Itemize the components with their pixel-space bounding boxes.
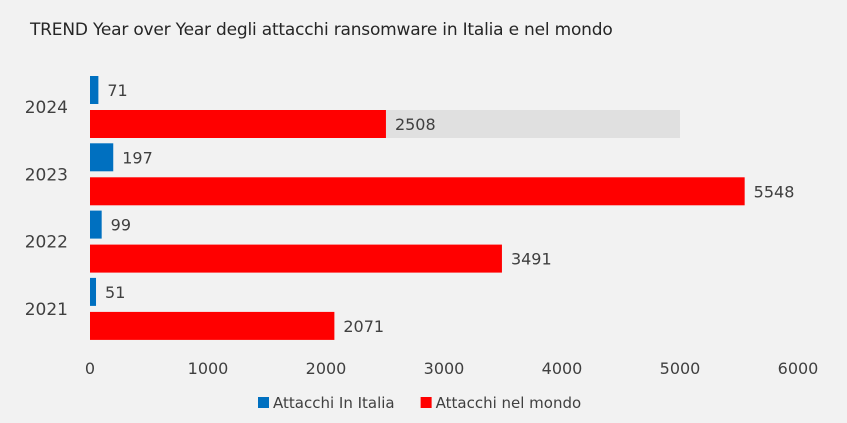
data-label-mondo-2024: 2508 — [395, 115, 436, 134]
category-label-2023: 2023 — [25, 165, 68, 185]
legend-label-italia: Attacchi In Italia — [273, 394, 395, 412]
bar-italia-2024 — [90, 76, 99, 104]
category-label-2021: 2021 — [25, 300, 68, 320]
x-tick-label-0: 0 — [85, 359, 95, 378]
data-label-mondo-2023: 5548 — [754, 182, 795, 201]
bar-italia-2023 — [90, 143, 114, 172]
data-label-mondo-2021: 2071 — [343, 317, 384, 336]
bar-mondo-2022 — [90, 244, 502, 273]
legend-swatch-italia — [258, 397, 269, 408]
bar-mondo-2023 — [90, 177, 745, 206]
data-label-italia-2021: 51 — [105, 283, 125, 302]
legend-label-mondo: Attacchi nel mondo — [436, 394, 582, 412]
x-tick-label-3000: 3000 — [424, 359, 465, 378]
x-tick-label-6000: 6000 — [778, 359, 819, 378]
bar-mondo-2024 — [90, 110, 386, 138]
x-tick-label-5000: 5000 — [660, 359, 701, 378]
bar-mondo-2021 — [90, 311, 335, 340]
x-tick-label-2000: 2000 — [306, 359, 347, 378]
bar-italia-2021 — [90, 277, 97, 306]
data-label-italia-2024: 71 — [107, 81, 127, 100]
data-label-italia-2022: 99 — [111, 216, 131, 235]
data-label-italia-2023: 197 — [122, 148, 153, 167]
category-label-2024: 2024 — [25, 98, 68, 118]
data-label-mondo-2022: 3491 — [511, 250, 552, 269]
x-tick-label-1000: 1000 — [188, 359, 229, 378]
x-tick-label-4000: 4000 — [542, 359, 583, 378]
bar-italia-2022 — [90, 210, 102, 239]
category-label-2022: 2022 — [25, 233, 68, 253]
chart-title: TREND Year over Year degli attacchi rans… — [30, 20, 613, 40]
legend-swatch-mondo — [420, 397, 432, 408]
